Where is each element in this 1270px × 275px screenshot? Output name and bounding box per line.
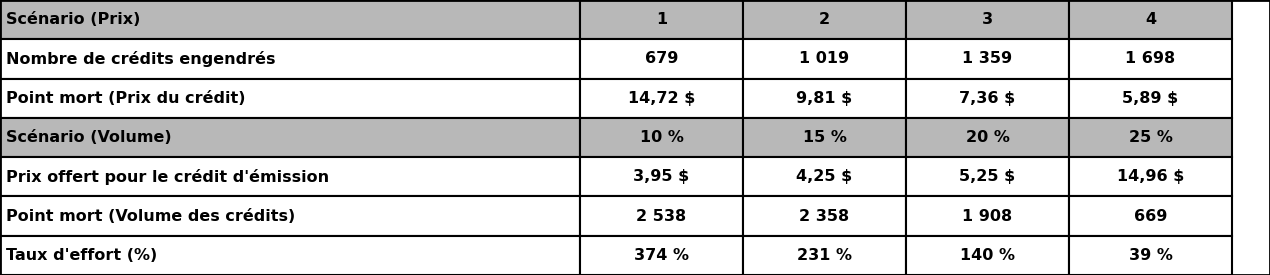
Bar bbox=[743, 39, 906, 79]
Bar bbox=[0, 118, 580, 157]
Text: 3,95 $: 3,95 $ bbox=[634, 169, 690, 184]
Text: 7,36 $: 7,36 $ bbox=[959, 91, 1016, 106]
Text: 20 %: 20 % bbox=[965, 130, 1010, 145]
Bar bbox=[580, 79, 743, 118]
Text: 5,89 $: 5,89 $ bbox=[1123, 91, 1179, 106]
Text: 374 %: 374 % bbox=[634, 248, 690, 263]
Bar bbox=[1069, 39, 1232, 79]
Bar bbox=[906, 118, 1069, 157]
Bar bbox=[580, 0, 743, 39]
Text: 1 019: 1 019 bbox=[799, 51, 850, 67]
Text: 5,25 $: 5,25 $ bbox=[959, 169, 1016, 184]
Bar bbox=[0, 196, 580, 236]
Text: 25 %: 25 % bbox=[1129, 130, 1172, 145]
Text: Point mort (Prix du crédit): Point mort (Prix du crédit) bbox=[6, 91, 245, 106]
Text: Point mort (Volume des crédits): Point mort (Volume des crédits) bbox=[6, 208, 295, 224]
Text: Taux d'effort (%): Taux d'effort (%) bbox=[6, 248, 157, 263]
Bar bbox=[906, 157, 1069, 196]
Text: 4: 4 bbox=[1146, 12, 1156, 27]
Bar bbox=[0, 157, 580, 196]
Bar bbox=[1069, 79, 1232, 118]
Text: 231 %: 231 % bbox=[798, 248, 852, 263]
Bar bbox=[743, 236, 906, 275]
Bar bbox=[906, 196, 1069, 236]
Bar bbox=[580, 39, 743, 79]
Text: 2: 2 bbox=[819, 12, 831, 27]
Bar bbox=[906, 236, 1069, 275]
Text: Nombre de crédits engendrés: Nombre de crédits engendrés bbox=[6, 51, 276, 67]
Text: Prix offert pour le crédit d'émission: Prix offert pour le crédit d'émission bbox=[6, 169, 329, 185]
Text: 15 %: 15 % bbox=[803, 130, 846, 145]
Text: 10 %: 10 % bbox=[640, 130, 683, 145]
Text: 669: 669 bbox=[1134, 208, 1167, 224]
Text: 14,96 $: 14,96 $ bbox=[1116, 169, 1184, 184]
Text: 679: 679 bbox=[645, 51, 678, 67]
Text: 4,25 $: 4,25 $ bbox=[796, 169, 852, 184]
Bar bbox=[1069, 0, 1232, 39]
Text: 1: 1 bbox=[655, 12, 667, 27]
Text: Scénario (Prix): Scénario (Prix) bbox=[6, 12, 141, 27]
Bar bbox=[743, 0, 906, 39]
Bar bbox=[580, 157, 743, 196]
Text: Scénario (Volume): Scénario (Volume) bbox=[6, 130, 171, 145]
Bar bbox=[1069, 118, 1232, 157]
Bar bbox=[580, 196, 743, 236]
Bar bbox=[0, 79, 580, 118]
Bar bbox=[580, 236, 743, 275]
Text: 140 %: 140 % bbox=[960, 248, 1015, 263]
Bar bbox=[0, 39, 580, 79]
Bar bbox=[906, 0, 1069, 39]
Bar bbox=[743, 196, 906, 236]
Text: 1 359: 1 359 bbox=[963, 51, 1012, 67]
Text: 1 698: 1 698 bbox=[1125, 51, 1176, 67]
Bar bbox=[743, 79, 906, 118]
Bar bbox=[906, 39, 1069, 79]
Bar bbox=[1069, 157, 1232, 196]
Bar bbox=[580, 118, 743, 157]
Bar bbox=[0, 0, 580, 39]
Text: 1 908: 1 908 bbox=[963, 208, 1012, 224]
Text: 9,81 $: 9,81 $ bbox=[796, 91, 852, 106]
Bar bbox=[0, 236, 580, 275]
Text: 3: 3 bbox=[982, 12, 993, 27]
Text: 14,72 $: 14,72 $ bbox=[627, 91, 695, 106]
Bar bbox=[906, 79, 1069, 118]
Bar bbox=[743, 118, 906, 157]
Text: 2 358: 2 358 bbox=[799, 208, 850, 224]
Bar bbox=[1069, 236, 1232, 275]
Bar bbox=[743, 157, 906, 196]
Text: 39 %: 39 % bbox=[1129, 248, 1172, 263]
Bar bbox=[1069, 196, 1232, 236]
Text: 2 538: 2 538 bbox=[636, 208, 687, 224]
